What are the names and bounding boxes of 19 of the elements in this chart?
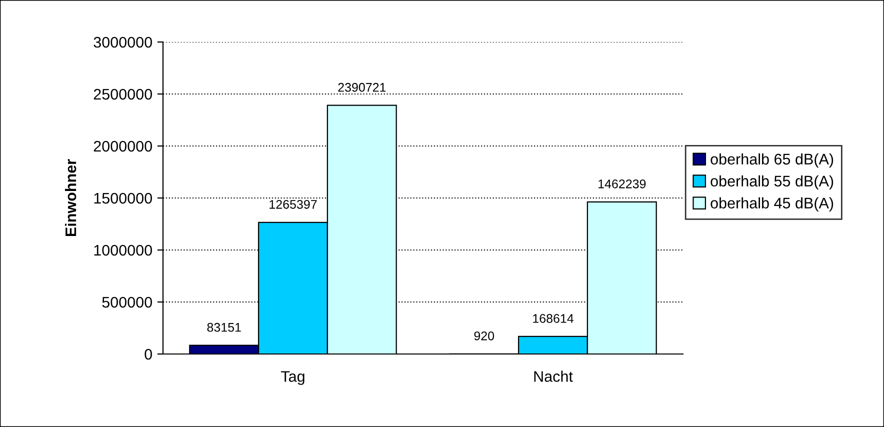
data-label: 2390721 <box>338 82 386 92</box>
x-tick-label: Tag <box>281 371 304 385</box>
data-label: 1462239 <box>598 179 646 188</box>
y-axis-title: Einwohner <box>64 159 76 236</box>
y-tick-label: 2500000 <box>94 88 152 100</box>
y-tick-label: 1000000 <box>94 244 152 256</box>
legend-label: oberhalb 65 dB(A) <box>710 153 834 168</box>
y-tick-label: 500000 <box>102 296 152 308</box>
legend-label: oberhalb 45 dB(A) <box>710 197 834 212</box>
legend-label: oberhalb 55 dB(A) <box>710 175 834 190</box>
x-tick-label: Nacht <box>534 370 573 382</box>
data-label: 920 <box>474 331 494 340</box>
y-tick-label: 3000000 <box>94 36 152 48</box>
y-tick-label: 2000000 <box>94 140 152 152</box>
data-label: 168614 <box>533 314 574 323</box>
y-tick-label: 1500000 <box>94 192 152 204</box>
data-label: 83151 <box>207 322 241 332</box>
data-label: 1265397 <box>270 200 317 209</box>
y-tick-label: 0 <box>144 348 152 360</box>
